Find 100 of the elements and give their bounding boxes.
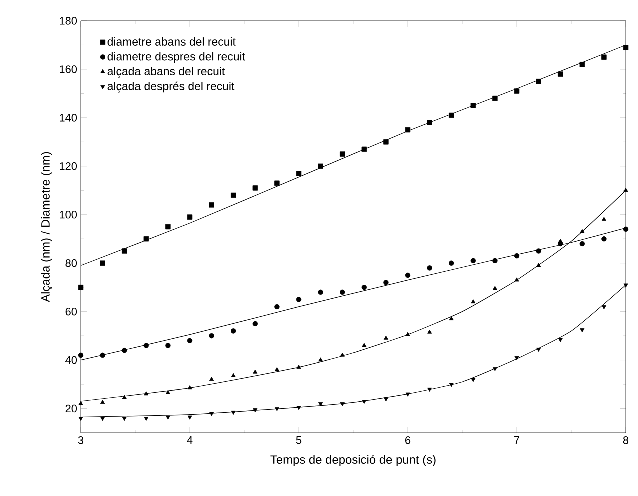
point <box>188 386 192 390</box>
point <box>166 416 170 420</box>
point <box>449 383 454 388</box>
point <box>602 54 607 60</box>
point <box>231 411 236 415</box>
y-tick-label: 140 <box>60 114 78 122</box>
point <box>558 338 563 342</box>
point <box>252 321 258 327</box>
point <box>536 263 542 268</box>
point <box>602 217 606 222</box>
point <box>514 88 520 94</box>
x-tick-label: 4 <box>187 436 193 444</box>
point <box>362 146 368 152</box>
point <box>100 417 106 422</box>
legend-label: alçada abans del recuit <box>108 67 226 78</box>
point <box>536 348 542 352</box>
point <box>492 286 498 290</box>
x-tick-label: 5 <box>296 436 302 444</box>
point <box>100 352 106 358</box>
point <box>623 226 629 232</box>
point <box>231 328 236 334</box>
point <box>536 248 542 254</box>
legend-label: alçada després del recuit <box>108 82 235 93</box>
y-tick-label: 160 <box>60 66 78 74</box>
point <box>406 392 410 397</box>
point <box>166 224 171 230</box>
point <box>274 407 280 412</box>
point <box>514 356 520 360</box>
point <box>340 152 346 157</box>
x-tick-label: 7 <box>514 436 520 444</box>
point <box>580 328 585 333</box>
point <box>122 417 127 422</box>
point <box>78 417 84 422</box>
point <box>209 333 214 339</box>
x-axis-title: Temps de deposició de punt (s) <box>270 455 436 466</box>
y-axis-title: Alçada (nm) / Diametre (nm) <box>41 152 52 302</box>
y-tick-label: 40 <box>66 356 78 364</box>
point <box>558 238 563 243</box>
point <box>384 336 388 340</box>
point <box>384 140 389 145</box>
point <box>318 402 324 407</box>
point <box>492 258 498 264</box>
y-tick-label: 20 <box>66 404 78 413</box>
point <box>340 402 345 407</box>
legend-label: diametre despres del recuit <box>108 52 246 63</box>
point <box>166 390 170 394</box>
point <box>253 408 258 413</box>
point <box>144 392 149 396</box>
point <box>122 348 128 354</box>
point <box>580 229 585 234</box>
point <box>427 266 432 271</box>
point <box>405 272 411 278</box>
point <box>296 364 302 369</box>
point <box>449 112 454 118</box>
point <box>428 388 432 392</box>
point <box>623 45 629 50</box>
point <box>449 260 454 266</box>
point <box>318 290 324 296</box>
point <box>362 284 368 290</box>
point <box>122 248 128 254</box>
y-tick-label: 80 <box>66 259 78 268</box>
point <box>231 192 236 198</box>
point <box>144 236 149 242</box>
point <box>100 260 106 266</box>
point <box>471 378 476 382</box>
legend-label: diametre abans del recuit <box>108 38 236 46</box>
point <box>210 412 214 416</box>
point <box>384 280 389 286</box>
point <box>100 400 106 404</box>
point <box>274 367 280 372</box>
point <box>384 398 388 402</box>
point <box>144 343 149 348</box>
point <box>602 306 606 310</box>
point <box>514 253 520 259</box>
y-tick-label: 120 <box>60 162 78 170</box>
point <box>406 332 410 336</box>
y-tick-label: 60 <box>66 308 78 316</box>
point <box>318 164 324 170</box>
point <box>144 417 149 422</box>
point <box>405 127 411 133</box>
point <box>624 284 628 288</box>
point <box>340 352 345 357</box>
point <box>296 406 302 410</box>
point <box>470 103 476 108</box>
point <box>471 300 476 304</box>
point <box>449 316 454 320</box>
point <box>274 180 280 186</box>
point <box>558 72 564 77</box>
point <box>362 400 367 404</box>
point <box>514 278 520 282</box>
point <box>122 395 127 400</box>
point <box>492 96 498 102</box>
point <box>231 373 236 378</box>
point <box>362 343 367 348</box>
y-tick-label: 180 <box>60 17 78 25</box>
point <box>78 401 84 406</box>
point <box>209 202 214 208</box>
point <box>166 343 171 348</box>
point <box>252 186 258 191</box>
point <box>253 370 258 374</box>
